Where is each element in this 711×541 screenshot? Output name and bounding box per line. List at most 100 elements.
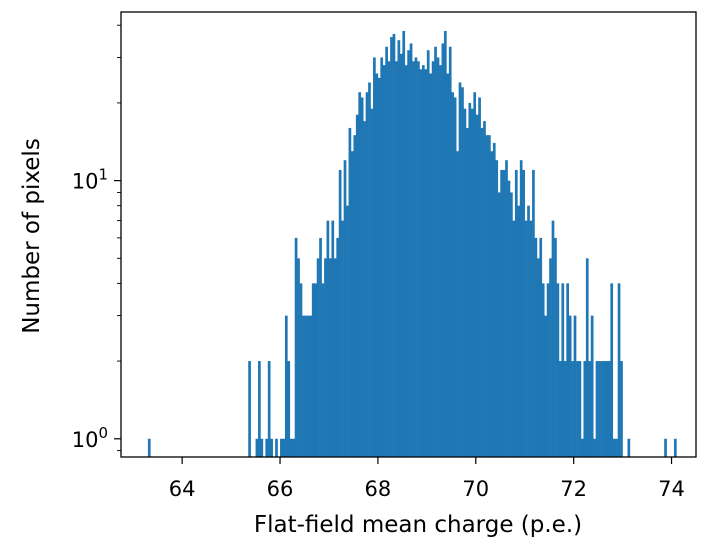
histogram-bar [541,283,545,457]
histogram-bar [343,160,347,457]
histogram-bar [353,135,357,458]
histogram-bar [510,192,513,457]
histogram-bar [292,438,295,457]
histogram-bar [331,220,335,457]
histogram-bar [309,315,313,457]
histogram-bar [363,121,366,457]
histogram-bar [282,438,286,457]
y-tick-label: 100 [72,424,108,452]
bars-layer [147,30,677,458]
histogram-bar [534,237,538,457]
histogram-bar [573,315,577,457]
histogram-bar [351,151,354,457]
x-tick-label: 72 [560,477,587,501]
histogram-bar [414,57,418,458]
histogram-bar [473,92,477,457]
x-tick-label: 68 [365,477,392,501]
histogram-bar [524,220,528,457]
histogram-bar [397,40,401,458]
histogram-bar [588,361,592,457]
histogram-bar [593,438,596,457]
histogram-bar [377,77,381,458]
histogram-bar [289,438,293,457]
histogram-bar [578,361,582,457]
histogram-bar [448,46,452,458]
histogram-bar [404,65,408,457]
histogram-bar [603,361,606,457]
histogram-bar [390,37,393,458]
histogram-bar [563,361,567,457]
histogram-bar [284,315,288,457]
histogram-bar [424,69,428,458]
histogram-bar [248,361,251,457]
histogram-bar [453,97,457,457]
x-tick-label: 74 [658,477,685,501]
histogram-bar [333,258,337,457]
histogram-bar [355,114,359,457]
x-axis-label: Flat-field mean charge (p.e.) [254,512,582,537]
histogram-bar [527,205,530,457]
histogram-bar [375,73,379,457]
y-tick-label: 101 [72,166,108,194]
histogram-bar [258,361,261,457]
histogram-bar [446,73,450,457]
histogram-bar [431,61,435,457]
histogram-bar [434,46,437,458]
histogram-bar [346,205,349,457]
histogram-bar [544,315,547,457]
histogram-bar [280,438,283,457]
histogram-bar [532,169,535,457]
histogram-bar [507,180,511,457]
histogram-bar [556,283,560,457]
histogram-bar [441,43,445,458]
histogram-bar [311,283,315,457]
histogram-bar [512,220,516,457]
histogram-bar [267,361,271,457]
histogram-bar [600,361,604,457]
histogram-bar [620,361,623,457]
histogram-bar [270,438,273,457]
histogram-bar [581,438,584,457]
histogram-bar [470,108,474,458]
histogram-bar [260,438,264,457]
plot-frame [120,11,697,458]
histogram-bar [358,92,362,457]
histogram-bar [365,92,369,457]
histogram-bar [326,220,330,457]
histogram-bar [419,69,423,458]
histogram-bar [480,127,484,458]
histogram-bar [546,283,550,457]
histogram-bar [549,258,552,457]
histogram-bar [370,108,374,458]
histogram-bar [536,258,540,457]
histogram-bar [287,361,291,457]
axes-layer [120,11,697,458]
histogram-bar [297,258,300,457]
histogram-bar [341,220,344,457]
x-tick-label: 70 [462,477,489,501]
histogram-bar [316,258,320,457]
histogram-bar [368,82,371,457]
histogram-bar [456,151,459,457]
histogram-bar [373,57,376,458]
histogram-bar [463,108,467,458]
histogram-bar [399,53,403,457]
histogram-bar [485,135,489,458]
histogram-bar [443,30,447,458]
histogram-bar [402,30,406,458]
histogram-bar [468,102,472,458]
histogram-bar [436,57,440,458]
histogram-bar [417,61,420,457]
histogram-bar [255,438,259,457]
histogram-bar [421,65,425,457]
histogram-bar [265,438,269,457]
histogram-bar [554,237,557,457]
histogram-bar [590,315,594,457]
histogram-bar [407,50,410,457]
histogram-bar [304,315,308,457]
histogram-bar [294,237,298,457]
histogram-bar [319,237,322,457]
histogram-bar [664,438,667,457]
